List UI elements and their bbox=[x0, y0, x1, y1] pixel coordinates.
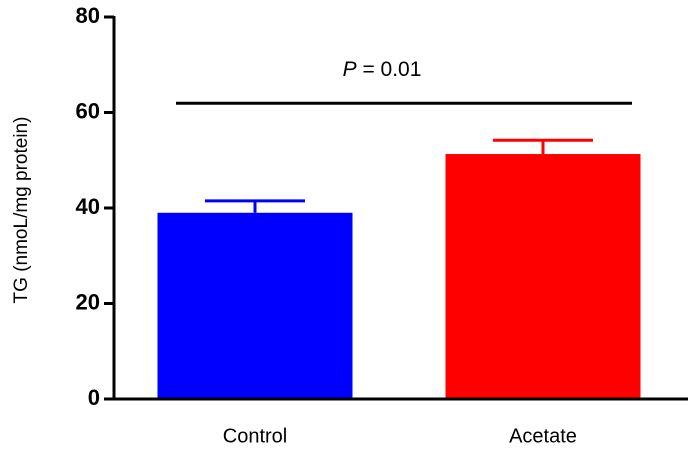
annotation: P = 0.01 bbox=[343, 58, 422, 81]
y-tick-label: 0 bbox=[88, 385, 100, 410]
x-tick-label: Acetate bbox=[509, 425, 577, 447]
y-tick-label: 60 bbox=[76, 98, 100, 123]
y-tick-label: 80 bbox=[76, 3, 100, 28]
annotation-p: P bbox=[343, 58, 357, 81]
bar bbox=[445, 154, 641, 399]
y-axis-label: TG (nmoL/mg protein) bbox=[11, 117, 32, 304]
bar bbox=[157, 212, 353, 399]
x-tick-label: Control bbox=[223, 425, 287, 447]
y-tick-label: 20 bbox=[76, 289, 100, 314]
y-tick-label: 40 bbox=[76, 194, 100, 219]
annotation-value: = 0.01 bbox=[362, 58, 421, 81]
